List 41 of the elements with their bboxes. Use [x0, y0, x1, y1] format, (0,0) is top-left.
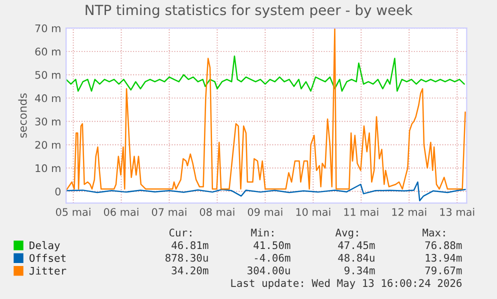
y-tick-label: 20 m — [35, 140, 60, 149]
y-tick-label: 0 — [55, 188, 61, 196]
text: 47.45m — [338, 241, 375, 250]
legend-label: Jitter — [29, 266, 66, 275]
text: 46.81m — [172, 241, 208, 250]
text: Last update: Wed May 13 16:00:24 2026 — [231, 278, 462, 289]
text: 34.20m — [172, 266, 208, 274]
text: 76.88m — [425, 241, 462, 250]
x-tick-label: 07 mai — [152, 208, 186, 216]
legend-label: Delay — [30, 241, 60, 252]
y-tick-label: 30 m — [35, 118, 60, 126]
text: -4.06m — [254, 254, 290, 262]
y-tick-label: 70 m — [35, 24, 60, 32]
x-tick-label: 09 mai — [248, 208, 282, 216]
text: Max: — [422, 228, 445, 237]
x-tick-label: 10 mai — [296, 208, 330, 216]
y-axis-title: seconds — [18, 93, 27, 138]
line-series — [66, 181, 466, 202]
y-tick-label: 50 m — [35, 70, 60, 79]
y-tick-label: 60 m — [35, 48, 60, 56]
y-tick-label: 40 m — [35, 94, 60, 102]
line-series — [66, 55, 465, 92]
text: Cur: — [169, 228, 192, 237]
text: 41.50m — [254, 241, 290, 250]
text: Avg: — [335, 228, 358, 239]
y-tick-label: 10 m — [36, 164, 60, 172]
x-tick-label: 13 mai — [440, 208, 474, 216]
text: 79.67m — [425, 266, 462, 274]
text: 9.34m — [344, 266, 375, 274]
text: Min: — [251, 228, 274, 236]
x-tick-label: 06 mai — [104, 208, 138, 216]
chart-title: NTP timing statistics for system peer - by week — [86, 4, 413, 18]
text: 48.84u — [338, 254, 374, 262]
text: 13.94m — [426, 254, 462, 262]
legend-label: Offset — [30, 254, 66, 262]
x-tick-label: 05 mai — [56, 208, 90, 216]
text: 304.00u — [248, 266, 290, 274]
x-tick-label: 12 mai — [392, 208, 426, 216]
x-tick-label: 11 mai — [344, 208, 378, 216]
x-tick-label: 08 mai — [200, 208, 234, 216]
text: 878.30u — [166, 254, 208, 262]
